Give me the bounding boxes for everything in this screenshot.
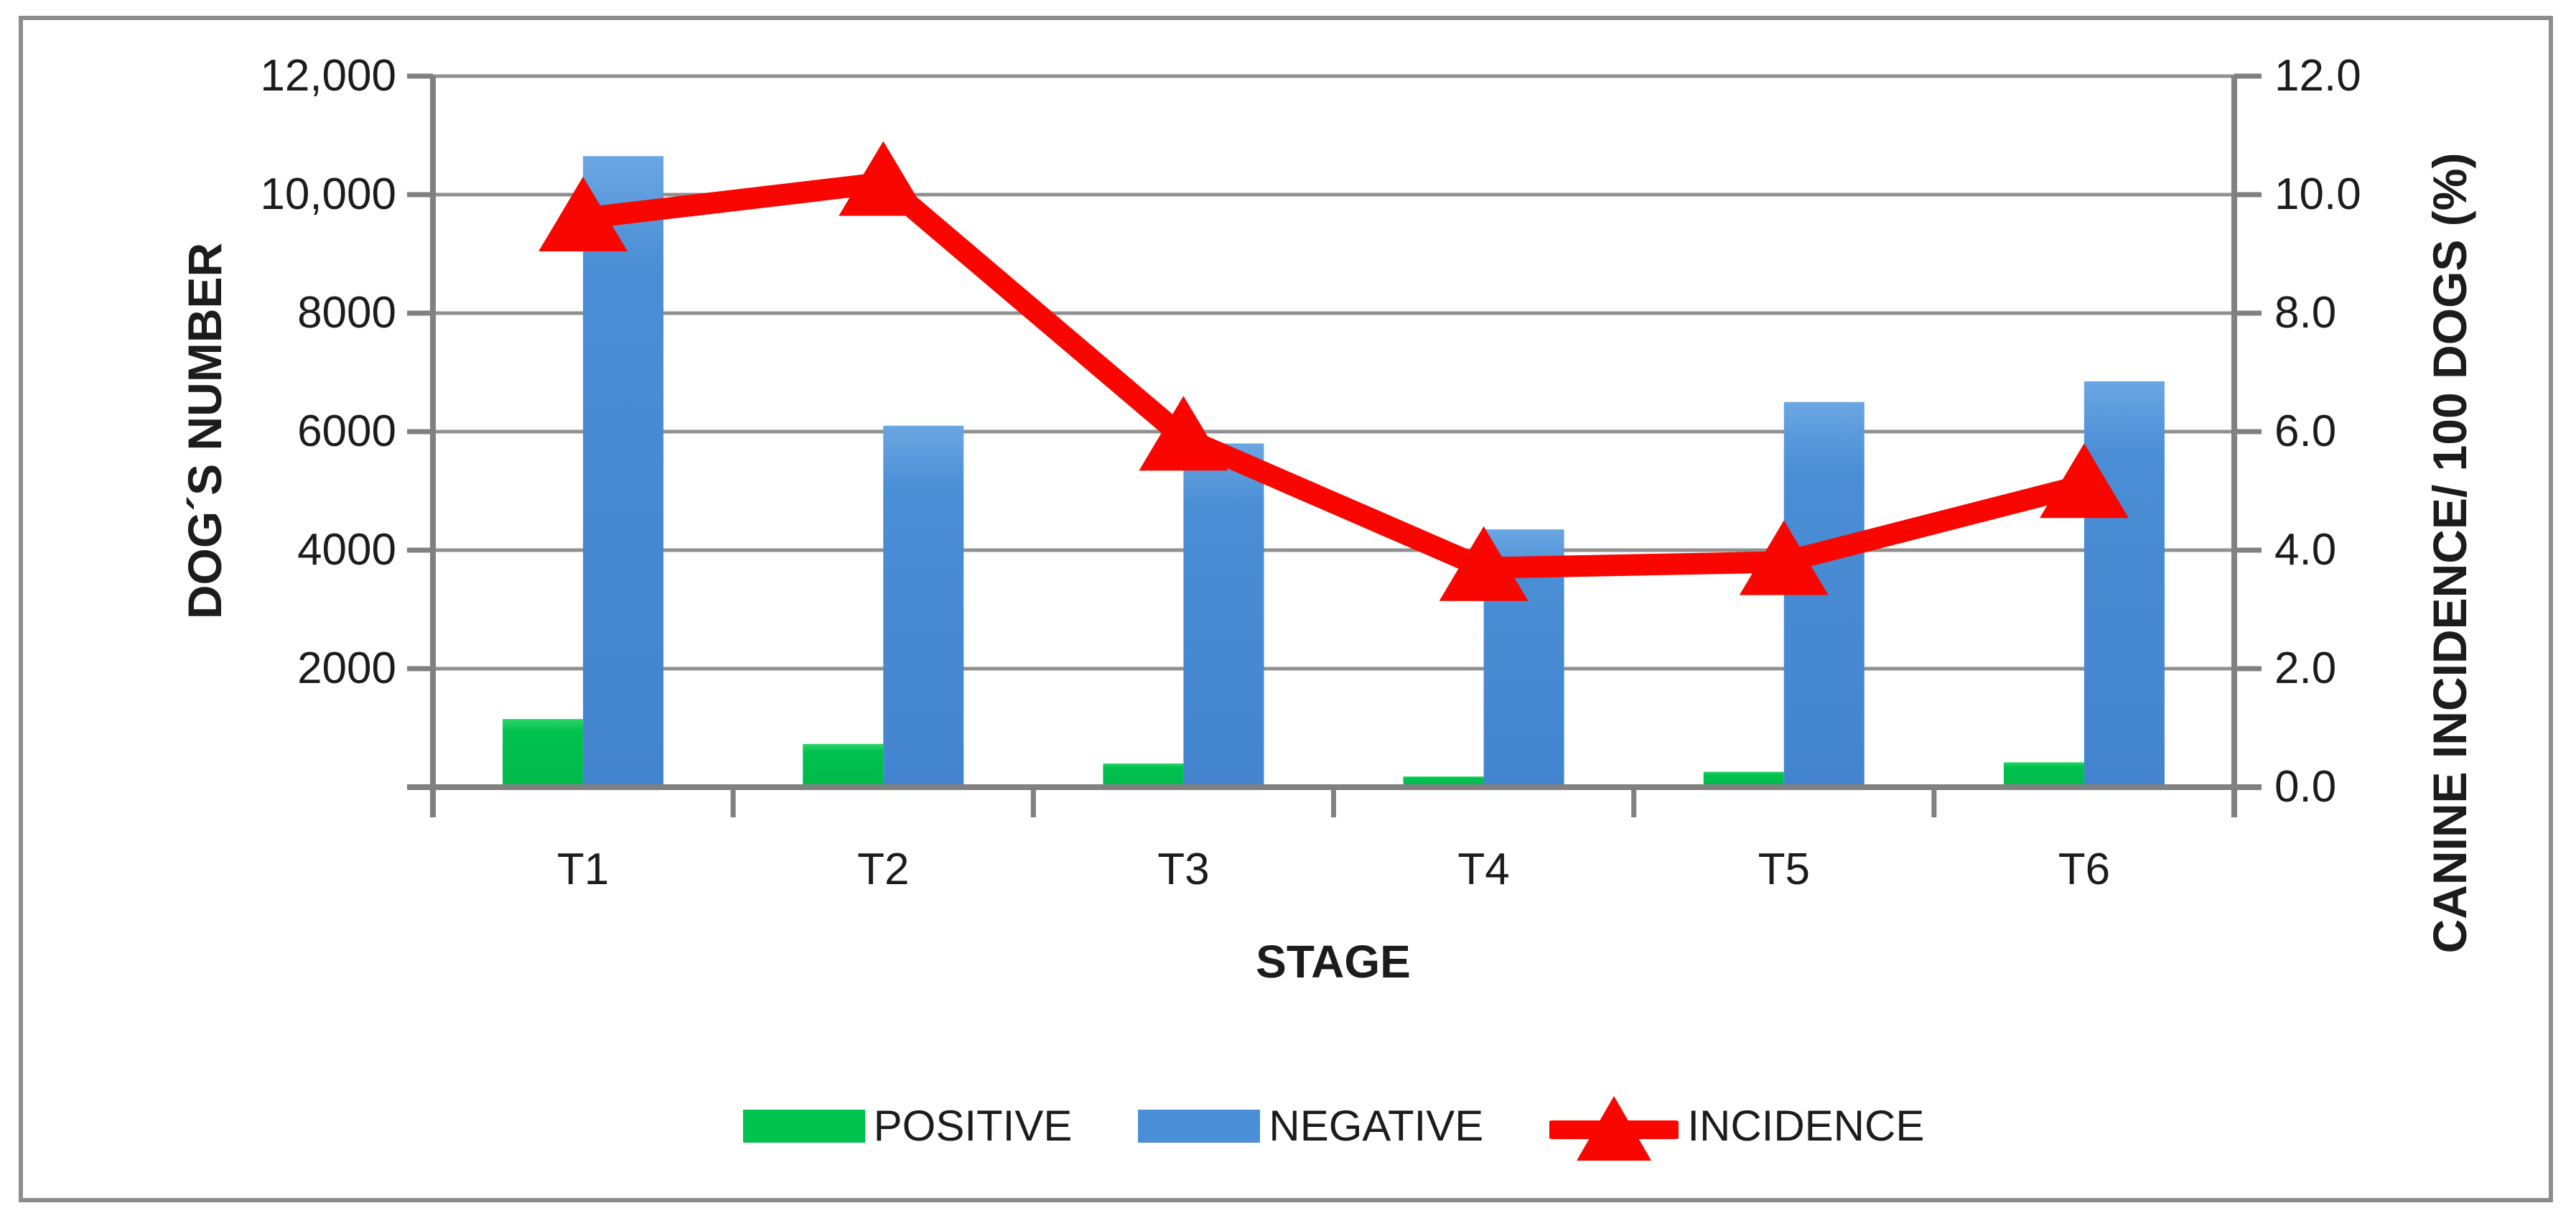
- left-axis-tick-8000: 8000: [297, 288, 396, 338]
- axis-lines: [407, 76, 2262, 817]
- right-axis-tick-6.0: 6.0: [2274, 407, 2337, 456]
- right-axis-tick-8.0: 8.0: [2274, 288, 2337, 338]
- x-axis-label-T2: T2: [857, 845, 910, 894]
- negative-bar-T1: [583, 156, 664, 787]
- left-axis-tick-12,000: 12,000: [260, 51, 396, 101]
- left-axis-title: DOG´S NUMBER: [178, 242, 231, 620]
- legend-label-positive: POSITIVE: [873, 1102, 1073, 1150]
- positive-bar-T3: [1103, 763, 1184, 787]
- legend-item-negative: NEGATIVE: [1138, 1105, 1483, 1148]
- incidence-line: [572, 172, 2095, 579]
- incidence-marker-T4: [1439, 526, 1529, 601]
- incidence-marker-T6: [2039, 443, 2129, 519]
- tick-marks: [407, 73, 2262, 817]
- negative-swatch-icon: [1138, 1110, 1261, 1143]
- left-axis-tick-2000: 2000: [297, 644, 396, 693]
- incidence-marker-T5: [1739, 520, 1829, 595]
- legend-label-incidence: INCIDENCE: [1687, 1102, 1925, 1150]
- right-axis-tick-4.0: 4.0: [2274, 525, 2337, 575]
- x-axis-label-T1: T1: [556, 845, 610, 894]
- right-axis-tick-2.0: 2.0: [2274, 644, 2337, 693]
- left-axis-tick-6000: 6000: [297, 407, 396, 456]
- negative-bar-T6: [2083, 381, 2165, 787]
- legend-item-positive: POSITIVE: [742, 1102, 1073, 1150]
- right-axis-tick-10.0: 10.0: [2274, 169, 2361, 219]
- x-axis-title: STAGE: [1256, 936, 1411, 988]
- incidence-markers: [538, 141, 2129, 601]
- positive-bar-T2: [803, 743, 884, 787]
- legend: POSITIVE NEGATIVE INCIDENCE: [433, 1096, 2234, 1161]
- x-axis-label-T3: T3: [1157, 845, 1210, 894]
- legend-item-incidence: INCIDENCE: [1544, 1090, 1925, 1162]
- left-axis-tick-10,000: 10,000: [260, 169, 396, 219]
- legend-label-negative: NEGATIVE: [1269, 1102, 1484, 1150]
- x-axis-label-T5: T5: [1758, 845, 1810, 894]
- incidence-marker-T3: [1139, 396, 1228, 471]
- positive-bar-T1: [503, 719, 584, 787]
- negative-bar-T3: [1183, 443, 1264, 787]
- right-axis-tick-12.0: 12.0: [2274, 51, 2361, 101]
- left-axis-tick-4000: 4000: [297, 525, 396, 575]
- right-axis-tick-0.0: 0.0: [2274, 762, 2337, 812]
- positive-bar-T6: [2003, 762, 2084, 787]
- negative-bar-T2: [883, 425, 964, 787]
- incidence-line-marker-icon: [1544, 1090, 1685, 1162]
- x-axis-label-T6: T6: [2058, 845, 2111, 894]
- gridlines: [433, 74, 2234, 789]
- incidence-marker-T2: [839, 141, 928, 216]
- positive-swatch-icon: [742, 1110, 865, 1143]
- positive-bar-T5: [1703, 771, 1784, 787]
- right-axis-title: CANINE INCIDENCE/ 100 DOGS (%): [2423, 152, 2476, 954]
- x-axis-label-T4: T4: [1457, 845, 1510, 894]
- negative-bars: [583, 156, 2165, 787]
- incidence-marker-T1: [538, 177, 628, 251]
